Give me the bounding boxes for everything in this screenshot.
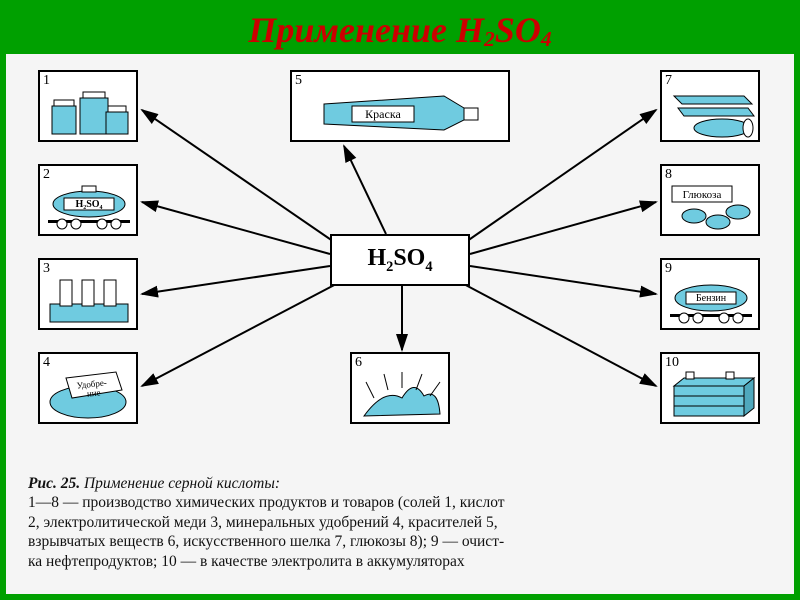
caption-line: 1—8 — производство химических продуктов … [28,494,505,511]
cell-1: 1 [38,70,138,142]
page-frame: Применение H2SO4 H2SO4 [0,0,800,600]
cell-6: 6 [350,352,450,424]
electrolysis-icon [42,274,136,328]
center-formula: H2SO4 [330,234,470,286]
paint-tube-icon: Краска [294,86,508,140]
svg-text:Бензин: Бензин [696,293,727,304]
svg-text:H₂SO₄: H₂SO₄ [75,199,102,210]
cell-2: 2 H₂SO₄ [38,164,138,236]
battery-icon [664,368,758,422]
figure-caption: Рис. 25. Применение серной кислоты: 1—8 … [28,474,772,571]
glucose-icon: Глюкоза [664,180,758,234]
caption-line: 2, электролитической меди 3, минеральных… [28,514,498,531]
explosion-icon [354,368,448,422]
caption-line: ка нефтепродуктов; 10 — в качестве элект… [28,553,465,570]
caption-fig-label: Рис. 25. [28,475,80,492]
jars-icon [42,86,136,140]
cell-5: 5 Краска [290,70,510,142]
cell-3: 3 [38,258,138,330]
diagram-paper: H2SO4 1 2 [6,54,794,594]
caption-title: Применение серной кислоты: [84,475,280,492]
cell-10: 10 [660,352,760,424]
svg-text:Краска: Краска [365,107,401,121]
gasoline-icon: Бензин [664,274,758,328]
cell-8: 8 Глюкоза [660,164,760,236]
page-title: Применение H2SO4 [6,6,794,54]
svg-text:Глюкоза: Глюкоза [683,189,722,201]
cell-7: 7 [660,70,760,142]
cell-4: 4 Удобре- ние [38,352,138,424]
cell-9: 9 Бензин [660,258,760,330]
caption-line: взрывчатых веществ 6, искусственного шел… [28,533,504,550]
svg-text:ние: ние [86,387,101,398]
fertilizer-icon: Удобре- ние [42,368,136,422]
fabric-icon [664,86,758,140]
tank-car-icon: H₂SO₄ [42,180,136,234]
